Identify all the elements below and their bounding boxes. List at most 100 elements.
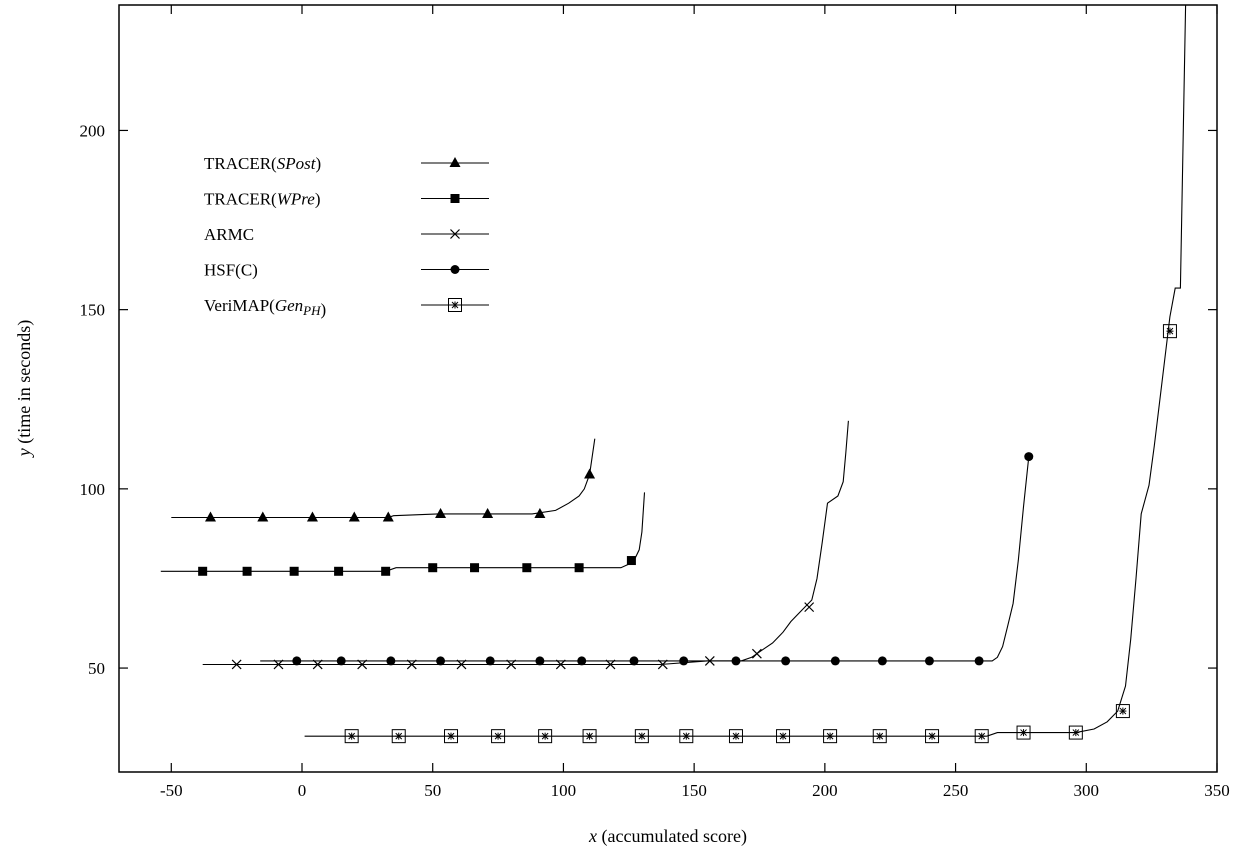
data-point-hsf-c xyxy=(629,656,639,666)
data-point-armc xyxy=(657,659,668,670)
data-point-armc xyxy=(804,602,815,613)
data-point-verimap-genph xyxy=(344,729,359,744)
legend-label: HSF(C) xyxy=(204,261,258,280)
data-point-verimap-genph xyxy=(538,729,553,744)
data-point-verimap-genph xyxy=(823,729,838,744)
x-tick-label: 50 xyxy=(424,781,441,800)
data-point-verimap-genph xyxy=(1016,725,1031,740)
series-tracer-spost xyxy=(171,438,596,522)
data-point-armc xyxy=(605,659,616,670)
data-point-hsf-c xyxy=(877,656,887,666)
data-point-verimap-genph xyxy=(1115,704,1130,719)
y-tick-label: 100 xyxy=(80,480,106,499)
data-point-hsf-c xyxy=(436,656,446,666)
series-hsf-c xyxy=(260,452,1034,666)
data-point-verimap-genph xyxy=(728,729,743,744)
series-tracer-wpre xyxy=(160,492,646,576)
data-point-tracer-wpre xyxy=(198,566,208,576)
series-line-armc xyxy=(202,420,849,666)
legend-marker-armc xyxy=(450,229,460,239)
data-point-verimap-genph xyxy=(582,729,597,744)
data-point-hsf-c xyxy=(924,656,934,666)
data-point-armc xyxy=(312,659,323,670)
data-point-tracer-wpre xyxy=(470,563,480,573)
plot-frame xyxy=(118,4,1218,773)
series-line-verimap-genph xyxy=(304,4,1187,737)
data-point-tracer-spost xyxy=(205,511,216,522)
data-point-tracer-spost xyxy=(382,511,394,522)
x-tick-label: 250 xyxy=(943,781,969,800)
data-point-hsf-c xyxy=(386,656,396,666)
data-point-tracer-wpre xyxy=(574,563,584,573)
y-tick-label: 50 xyxy=(88,659,105,678)
data-point-armc xyxy=(506,659,517,670)
legend-label: TRACER(WPre) xyxy=(204,190,320,209)
data-point-verimap-genph xyxy=(1162,324,1177,339)
data-point-verimap-genph xyxy=(776,729,791,744)
series-line-tracer-wpre xyxy=(160,492,646,572)
data-point-armc xyxy=(751,648,762,659)
legend-item-hsf-c: HSF(C) xyxy=(204,261,489,280)
legend-label: TRACER(SPost) xyxy=(204,154,321,173)
x-tick-label: 350 xyxy=(1204,781,1230,800)
legend-item-verimap-genph: VeriMAP(GenPH) xyxy=(204,296,489,319)
legend-label: ARMC xyxy=(204,225,254,244)
x-tick-label: 300 xyxy=(1074,781,1100,800)
data-point-hsf-c xyxy=(292,656,302,666)
data-point-hsf-c xyxy=(485,656,495,666)
x-tick-label: -50 xyxy=(160,781,183,800)
data-point-tracer-wpre xyxy=(522,563,532,573)
data-point-tracer-wpre xyxy=(242,566,252,576)
data-point-armc xyxy=(456,659,467,670)
legend-marker-verimap-genph xyxy=(448,298,462,312)
legend-marker-tracer-wpre xyxy=(450,194,460,203)
y-tick-label: 150 xyxy=(80,301,106,320)
data-point-hsf-c xyxy=(974,656,984,666)
legend-item-armc: ARMC xyxy=(204,225,489,244)
data-point-tracer-wpre xyxy=(289,566,299,576)
data-point-verimap-genph xyxy=(634,729,649,744)
legend: TRACER(SPost) TRACER(WPre) ARMC HSF(C) VeriM… xyxy=(204,154,489,319)
data-point-hsf-c xyxy=(535,656,545,666)
data-point-tracer-spost xyxy=(584,468,596,479)
series-verimap-genph xyxy=(304,4,1187,744)
data-point-tracer-spost xyxy=(348,511,360,522)
x-tick-label: 0 xyxy=(298,781,307,800)
data-point-hsf-c xyxy=(781,656,791,666)
legend-item-tracer-wpre: TRACER(WPre) xyxy=(204,190,489,209)
data-point-tracer-spost xyxy=(306,511,318,522)
data-point-armc xyxy=(555,659,566,670)
y-tick-label: 200 xyxy=(80,121,106,140)
legend-marker-hsf-c xyxy=(450,265,460,274)
data-point-armc xyxy=(406,659,417,670)
data-point-armc xyxy=(357,659,368,670)
data-point-hsf-c xyxy=(679,656,689,666)
data-point-tracer-spost xyxy=(435,507,447,518)
x-tick-label: 100 xyxy=(551,781,577,800)
series-line-tracer-spost xyxy=(171,438,596,519)
data-point-tracer-wpre xyxy=(381,566,391,576)
x-axis-label: x (accumulated score) xyxy=(588,826,747,847)
data-point-verimap-genph xyxy=(872,729,887,744)
data-point-verimap-genph xyxy=(925,729,940,744)
series-layer xyxy=(160,4,1187,744)
data-point-tracer-wpre xyxy=(334,566,344,576)
x-tick-label: 200 xyxy=(812,781,838,800)
data-point-hsf-c xyxy=(336,656,346,666)
legend-marker-tracer-spost xyxy=(449,157,461,167)
data-point-verimap-genph xyxy=(391,729,406,744)
legend-item-tracer-spost: TRACER(SPost) xyxy=(204,154,489,173)
data-point-hsf-c xyxy=(731,656,741,666)
legend-label: VeriMAP(GenPH) xyxy=(204,296,326,319)
data-point-tracer-spost xyxy=(482,507,494,518)
data-point-verimap-genph xyxy=(1068,725,1083,740)
data-point-verimap-genph xyxy=(491,729,506,744)
data-point-tracer-wpre xyxy=(626,556,636,566)
axis-ticks: -50 0 50 100 150 200 250 300 350 50 100 150 200 xyxy=(80,5,1230,800)
data-point-verimap-genph xyxy=(974,729,989,744)
data-point-tracer-spost xyxy=(534,507,546,518)
data-point-armc xyxy=(231,659,242,670)
data-point-armc xyxy=(273,659,284,670)
y-axis-label: y (time in seconds) xyxy=(14,320,35,458)
